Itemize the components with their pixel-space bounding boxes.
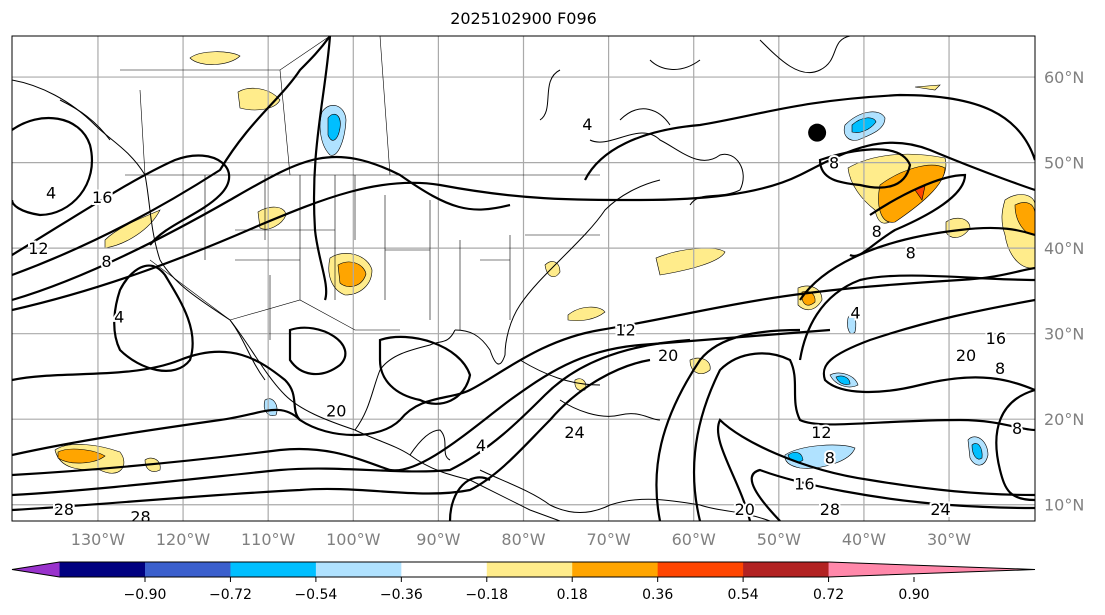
- colorbar-tick-label: −0.36: [380, 587, 423, 603]
- contour-label: 24: [564, 423, 584, 442]
- latitude-label: 30°N: [1044, 325, 1084, 344]
- colorbar-tick-label: 0.90: [898, 587, 929, 603]
- contour-label: 20: [735, 500, 755, 519]
- colorbar: −0.90 −0.72 −0.54 −0.36 −0.18 0.18 0.36 0.54 0.7…: [11, 561, 1036, 603]
- colorbar-outline: [11, 561, 1036, 578]
- contour-label: 20: [956, 346, 976, 365]
- contour-label: 4: [476, 436, 486, 455]
- contour-label: 8: [995, 359, 1005, 378]
- contour-label: 20: [326, 402, 346, 421]
- contour-label: 12: [615, 320, 635, 339]
- plot-title: 2025102900 F096: [450, 9, 597, 28]
- contour-label: 12: [811, 423, 831, 442]
- colorbar-tick-label: −0.72: [209, 587, 252, 603]
- colorbar-tick-label: −0.54: [294, 587, 337, 603]
- contour-label: 8: [906, 243, 916, 262]
- longitude-label: 70°W: [587, 530, 631, 549]
- contour-label: 4: [114, 308, 124, 327]
- political-borders: [120, 36, 600, 340]
- longitude-label: 90°W: [416, 530, 460, 549]
- longitude-label: 120°W: [156, 530, 211, 549]
- colorbar-tick-label: 0.18: [557, 587, 588, 603]
- colorbar-extend-min: [12, 562, 60, 577]
- longitude-label: 50°W: [757, 530, 801, 549]
- contour-label: 4: [582, 115, 592, 134]
- colorbar-bin: [401, 562, 488, 577]
- map-frame: [11, 35, 1036, 522]
- contour-label: 8: [101, 252, 111, 271]
- longitude-labels: 130°W 120°W 110°W 100°W 90°W 80°W 70°W 60°W 50°W…: [71, 530, 972, 549]
- contour-label: 8: [825, 449, 835, 468]
- colorbar-bin: [743, 562, 830, 577]
- colorbar-bin: [315, 562, 402, 577]
- graticule: [12, 36, 1035, 521]
- contour-label: 4: [850, 303, 860, 322]
- latitude-label: 20°N: [1044, 410, 1084, 429]
- colorbar-bin: [657, 562, 744, 577]
- longitude-label: 60°W: [672, 530, 716, 549]
- colorbar-tick-label: 0.72: [813, 587, 844, 603]
- colorbar-bin: [486, 562, 573, 577]
- latitude-labels: 60°N 50°N 40°N 30°N 20°N 10°N: [1044, 68, 1084, 515]
- contour-label: 28: [54, 500, 74, 519]
- colorbar-tick-label: −0.90: [124, 587, 167, 603]
- colorbar-bin: [59, 562, 146, 577]
- shading-positive: [54, 51, 1035, 474]
- contour-label: 12: [28, 239, 48, 258]
- latitude-label: 10°N: [1044, 496, 1084, 515]
- contour-label: 16: [92, 188, 112, 207]
- shading-negative: [263, 105, 989, 469]
- contour-label: 8: [872, 222, 882, 241]
- colorbar-extend-max: [828, 562, 1035, 577]
- contour-label: 16: [986, 329, 1006, 348]
- colorbar-bin: [230, 562, 317, 577]
- contour-label: 16: [794, 474, 814, 493]
- longitude-label: 40°W: [842, 530, 886, 549]
- longitude-label: 110°W: [241, 530, 296, 549]
- contour-label: 24: [930, 500, 950, 519]
- longitude-label: 80°W: [501, 530, 545, 549]
- latitude-label: 60°N: [1044, 68, 1084, 87]
- contour-label: 4: [46, 184, 56, 203]
- contour-label: 28: [130, 508, 150, 527]
- contour-label: 8: [829, 154, 839, 173]
- storm-center-marker: [808, 123, 827, 142]
- longitude-label: 100°W: [326, 530, 381, 549]
- contour-labels: 4 16 12 8 4 4 8 8 8 4 12 20 20 16 8 20 24 4 12 8 16 20 28 24 28 2…: [26, 113, 1024, 527]
- contour-label: 8: [1012, 419, 1022, 438]
- colorbar-bin: [145, 562, 231, 577]
- colorbar-tick-label: 0.36: [642, 587, 673, 603]
- longitude-label: 130°W: [71, 530, 126, 549]
- contour-label: 28: [820, 500, 840, 519]
- contour-label: 20: [658, 346, 678, 365]
- coastlines: [12, 36, 851, 521]
- colorbar-tick-label: 0.54: [728, 587, 759, 603]
- colorbar-bin: [572, 562, 659, 577]
- latitude-label: 50°N: [1044, 154, 1084, 173]
- contours: [12, 36, 1035, 521]
- latitude-label: 40°N: [1044, 239, 1084, 258]
- longitude-label: 30°W: [927, 530, 971, 549]
- colorbar-tick-label: −0.18: [465, 587, 508, 603]
